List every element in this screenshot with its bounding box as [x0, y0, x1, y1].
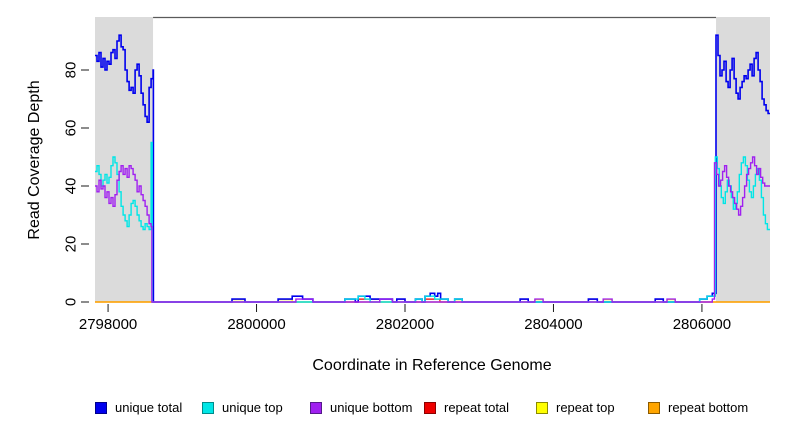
y-tick-label: 60: [62, 120, 79, 137]
y-axis-title: Read Coverage Depth: [26, 80, 43, 240]
y-tick-label: 20: [62, 236, 79, 253]
series-line-unique-bottom: [95, 156, 770, 303]
y-tick-label: 0: [62, 298, 79, 306]
series-line-unique-total: [95, 34, 770, 303]
x-tick-label: 2798000: [79, 316, 137, 333]
y-tick-label: 40: [62, 178, 79, 195]
y-tick-label: 80: [62, 62, 79, 79]
x-tick-label: 2804000: [524, 316, 582, 333]
x-tick-label: 2806000: [673, 316, 731, 333]
x-tick-label: 2802000: [376, 316, 434, 333]
series-line-unique-top: [95, 141, 770, 303]
x-axis-title: Coordinate in Reference Genome: [312, 357, 552, 374]
x-tick-label: 2800000: [227, 316, 285, 333]
